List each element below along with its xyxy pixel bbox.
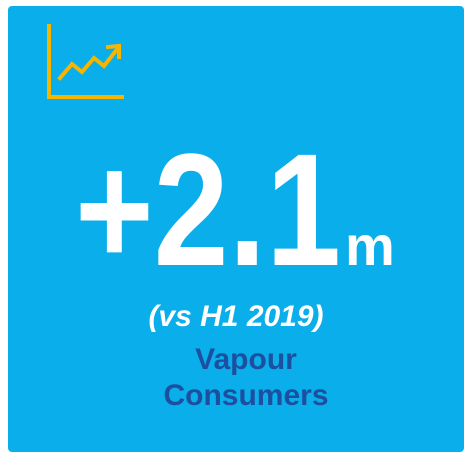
growth-icon xyxy=(47,24,124,99)
icon-trend xyxy=(57,45,121,81)
tile-background xyxy=(8,6,464,452)
stat-unit: m xyxy=(345,214,395,277)
label-line: Vapour xyxy=(195,343,297,376)
icon-arrowhead xyxy=(105,43,121,59)
label-line: Consumers xyxy=(163,379,328,412)
stat-value: +2.1 xyxy=(75,120,341,299)
icon-axes xyxy=(47,24,124,99)
comparison: (vs H1 2019) xyxy=(148,300,323,333)
